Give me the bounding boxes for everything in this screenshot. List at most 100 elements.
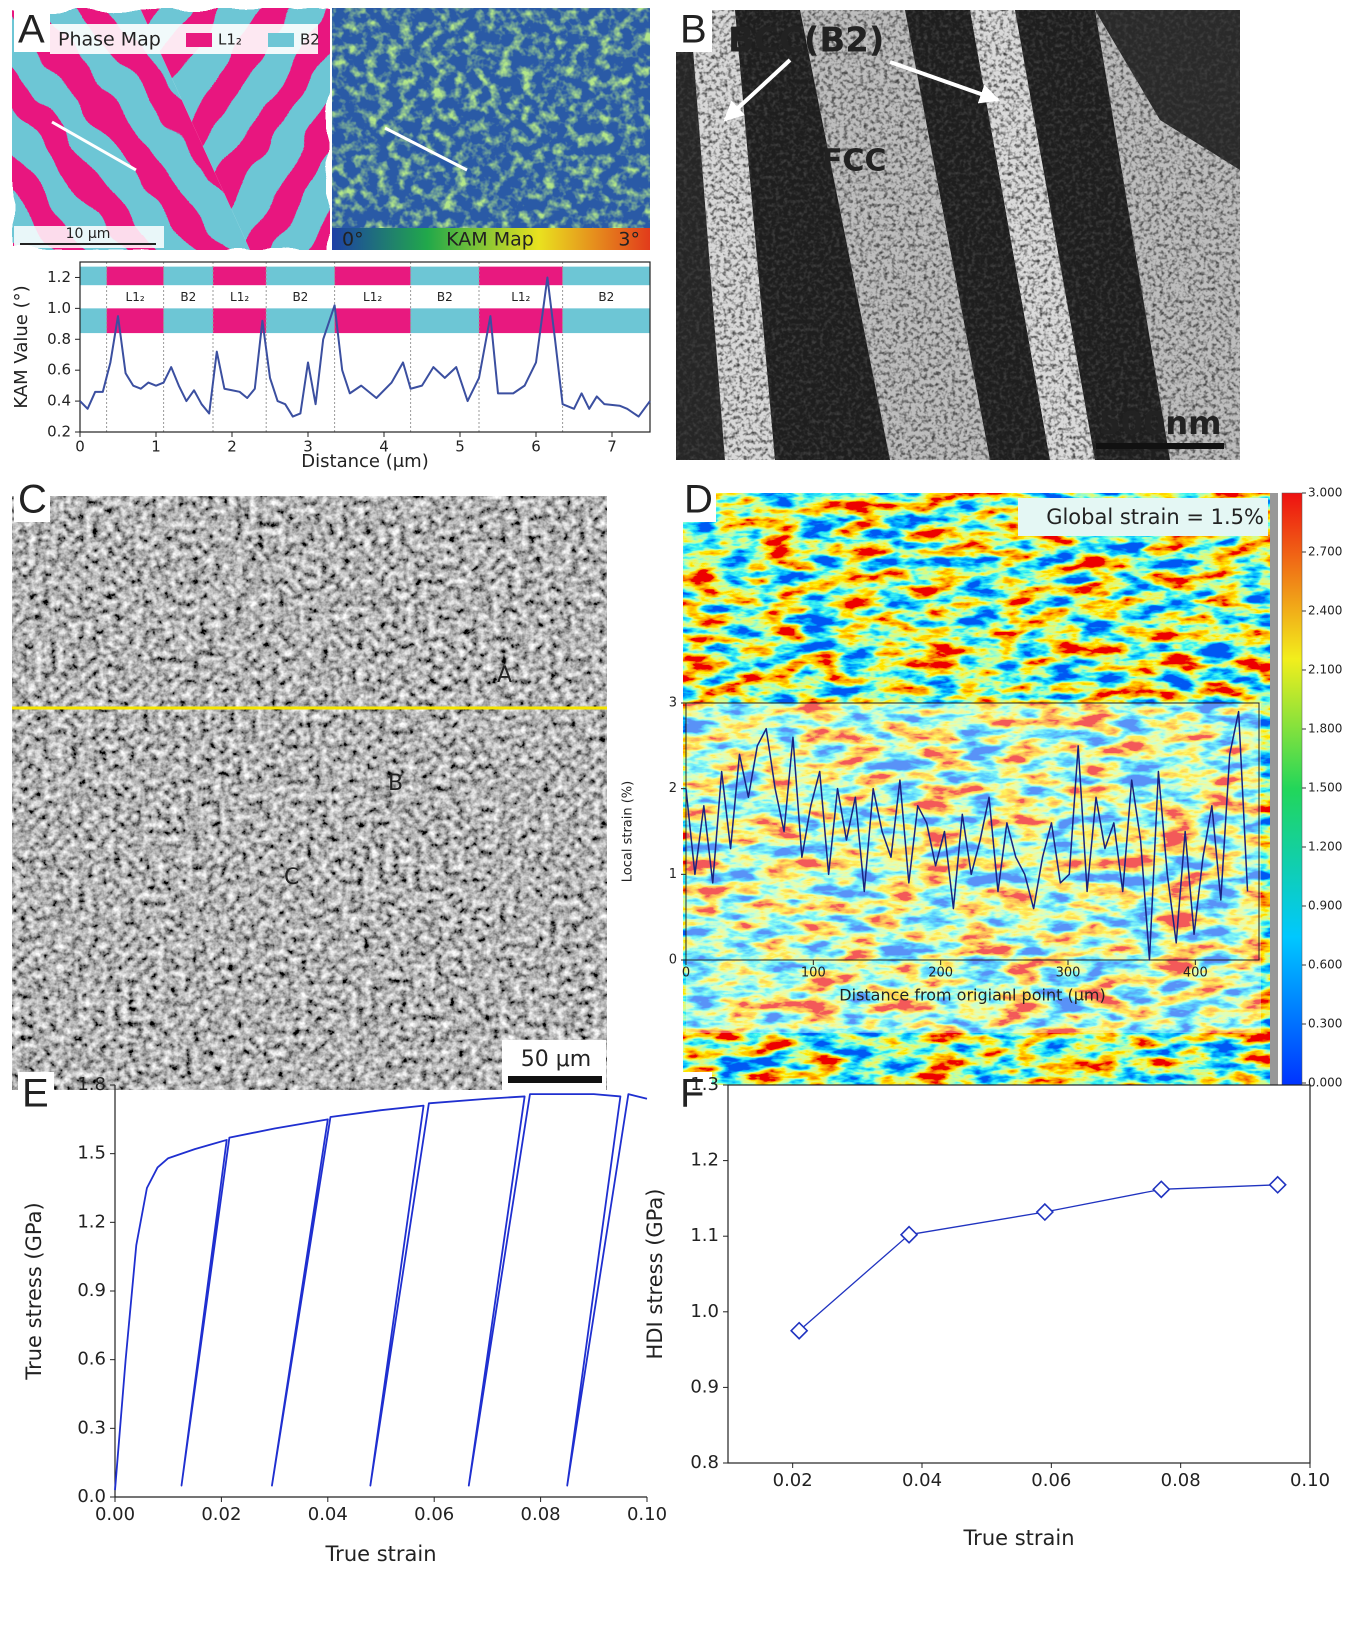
x-tick-label: 0 — [682, 966, 690, 981]
panel-label: D — [684, 478, 713, 522]
y-tick-label: 0.2 — [47, 423, 71, 441]
chart: 0.00 0.02 0.04 0.06 0.08 0.10 0.0 0.3 0.6 0.9 1.2 1… — [22, 1074, 667, 1566]
x-tick-label: 0.10 — [1290, 1470, 1330, 1491]
kam-min-label: 0° — [342, 229, 364, 251]
sem-image: A B C 50 μm — [12, 496, 607, 1090]
phase-band — [479, 308, 563, 334]
colorbar-tick-label: 2.400 — [1308, 604, 1342, 618]
data-point — [1268, 1175, 1287, 1194]
y-tick-label: 0.9 — [690, 1376, 719, 1397]
x-tick-label: 0.00 — [95, 1504, 135, 1525]
phase-band — [213, 308, 267, 334]
panel-label-bg — [18, 1072, 54, 1116]
x-tick-label: 3 — [303, 438, 313, 456]
colorbar-tick-label: 1.500 — [1308, 781, 1342, 795]
sem-label: C — [284, 865, 299, 890]
data-point — [1152, 1180, 1171, 1199]
phase-label: L1₂ — [126, 290, 145, 304]
y-tick-label: 1.3 — [690, 1074, 719, 1095]
legend-label: L1₂ — [218, 31, 242, 49]
y-axis-label: Local strain (%) — [621, 781, 636, 883]
data-point — [1035, 1202, 1054, 1222]
x-tick-label: 0.06 — [414, 1504, 454, 1525]
phase-map-title: Phase Map — [58, 29, 161, 51]
phase-band — [266, 308, 335, 334]
panel-label: E — [22, 1072, 49, 1116]
kam-map-title: KAM Map — [446, 229, 534, 251]
data-line — [685, 710, 1249, 961]
phase-band — [562, 308, 650, 334]
phase-label: L1₂ — [230, 290, 249, 304]
plot-frame — [727, 1084, 1311, 1464]
y-tick-label: 0.4 — [47, 392, 71, 410]
data-point — [790, 1321, 809, 1340]
y-tick-label: 1.2 — [77, 1211, 106, 1232]
y-tick-label: 3 — [669, 696, 677, 711]
plot-frame — [79, 261, 651, 433]
data-line — [79, 276, 651, 418]
colorbar-tick-label: 0.000 — [1308, 1076, 1342, 1090]
tem-label: FCC — [822, 144, 887, 179]
phase-map: Phase Map L1₂ B2 10 μm — [12, 8, 330, 250]
x-tick-label: 300 — [1056, 966, 1081, 981]
x-tick-label: 4 — [379, 438, 389, 456]
x-tick-label: 0.02 — [201, 1504, 241, 1525]
x-tick-label: 1 — [151, 438, 161, 456]
scale-bar-label: 500nm — [1099, 404, 1222, 442]
colorbar-tick-label: 0.300 — [1308, 1017, 1342, 1031]
x-tick-label: 0.04 — [902, 1470, 942, 1491]
legend-label: B2 — [300, 31, 320, 49]
data-line — [798, 1184, 1278, 1332]
x-tick-label: 0.10 — [627, 1504, 667, 1525]
x-axis-label: True strain — [324, 1542, 436, 1566]
chart: L1₂ B2 L1₂ B2 L1₂ B2 L1₂ B2 0 1 2 3 4 5 6 7 0.2 0.4 0.6 0.8… — [11, 261, 651, 472]
panel-label: A — [18, 8, 45, 52]
phase-band — [80, 308, 107, 334]
phase-band — [479, 266, 563, 286]
phase-band — [334, 308, 411, 334]
panel-label-bg — [14, 8, 50, 52]
colorbar-tick-label: 3.000 — [1308, 486, 1342, 500]
x-tick-label: 0.08 — [1161, 1470, 1201, 1491]
panel-label-bg — [676, 8, 712, 52]
y-axis-label: True stress (GPa) — [22, 1202, 46, 1380]
y-tick-label: 1.1 — [690, 1225, 719, 1246]
panel-label-bg — [676, 1072, 712, 1116]
phase-label: B2 — [598, 290, 614, 304]
y-tick-label: 1.8 — [77, 1074, 106, 1095]
x-tick-label: 0 — [75, 438, 85, 456]
y-tick-label: 0.6 — [47, 361, 71, 379]
data-point — [899, 1225, 919, 1244]
y-tick-label: 0.8 — [690, 1452, 719, 1473]
colorbar-tick-label: 2.700 — [1308, 545, 1342, 559]
colorbar-tick-label: 1.200 — [1308, 840, 1342, 854]
data-line — [114, 1093, 648, 1491]
y-tick-label: 1 — [669, 867, 677, 882]
x-tick-label: 0.08 — [521, 1504, 561, 1525]
sem-label: A — [497, 663, 512, 688]
y-tick-label: 0.9 — [77, 1280, 106, 1301]
y-tick-label: 2 — [669, 781, 677, 796]
y-tick-label: 0.8 — [47, 330, 71, 348]
x-axis-label: True strain — [962, 1526, 1074, 1550]
tem-label: BCC(B2) — [728, 21, 884, 61]
x-tick-label: 0.06 — [1031, 1470, 1071, 1491]
panel-label: F — [680, 1072, 704, 1116]
y-tick-label: 1.0 — [690, 1301, 719, 1322]
phase-band — [106, 266, 164, 286]
y-tick-label: 1.2 — [47, 268, 71, 286]
legend-swatch — [186, 33, 212, 47]
kam-max-label: 3° — [618, 229, 640, 251]
y-tick-label: 1.5 — [77, 1143, 106, 1164]
y-tick-label: 1.0 — [47, 299, 71, 317]
tem-image: BCC(B2) FCC 500nm — [676, 10, 1240, 460]
phase-label: L1₂ — [363, 290, 382, 304]
y-tick-label: 0.6 — [77, 1349, 106, 1370]
legend-swatch — [268, 33, 294, 47]
panel-label-bg — [14, 478, 50, 522]
phase-band — [266, 266, 335, 286]
chart: 0 100 200 300 400 0 1 2 3 Distance from origianl … — [621, 696, 1260, 1005]
kam-map: 0° KAM Map 3° — [332, 8, 650, 251]
phase-band — [80, 266, 107, 286]
